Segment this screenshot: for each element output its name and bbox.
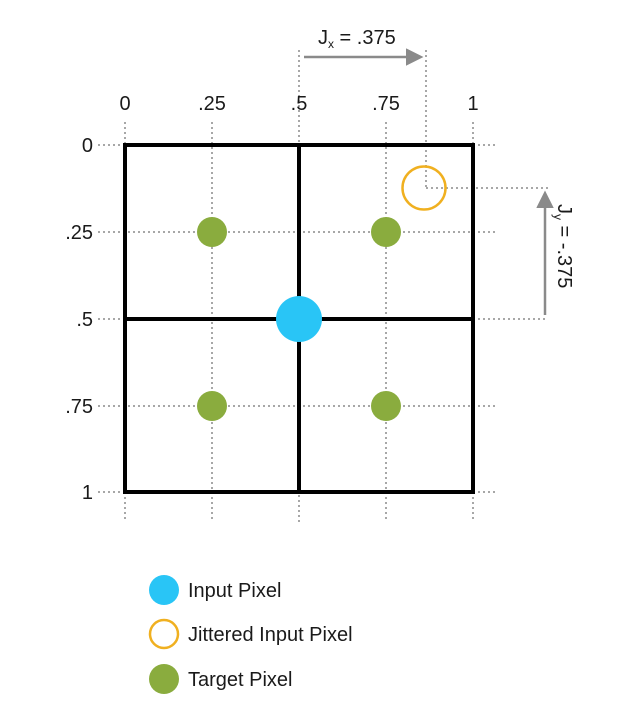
target-pixel bbox=[197, 217, 227, 247]
x-tick-label: 0 bbox=[119, 93, 130, 115]
legend-input-label: Input Pixel bbox=[188, 580, 281, 602]
legend: Input Pixel Jittered Input Pixel Target … bbox=[148, 575, 353, 694]
target-pixel bbox=[197, 391, 227, 421]
x-tick-label: .75 bbox=[372, 93, 400, 115]
legend-target-swatch bbox=[149, 664, 179, 694]
jitter-x-label: Jx = .375 bbox=[318, 27, 396, 51]
input-pixel bbox=[276, 296, 322, 342]
legend-target-label: Target Pixel bbox=[188, 669, 293, 691]
target-pixel bbox=[371, 391, 401, 421]
y-tick-label: .5 bbox=[76, 309, 93, 331]
y-tick-label: 0 bbox=[82, 135, 93, 157]
legend-input-swatch bbox=[149, 575, 179, 605]
target-pixel bbox=[371, 217, 401, 247]
y-tick-label: 1 bbox=[82, 482, 93, 504]
x-tick-labels: 0 .25 .5 .75 1 bbox=[119, 93, 478, 115]
x-tick-label: 1 bbox=[467, 93, 478, 115]
jitter-y-label: Jy = -.375 bbox=[551, 204, 575, 288]
dotted-guides bbox=[98, 50, 548, 522]
y-tick-labels: 0 .25 .5 .75 1 bbox=[65, 135, 93, 504]
x-tick-label: .25 bbox=[198, 93, 226, 115]
legend-jittered-label: Jittered Input Pixel bbox=[188, 624, 353, 646]
y-tick-label: .75 bbox=[65, 396, 93, 418]
y-tick-label: .25 bbox=[65, 222, 93, 244]
x-tick-label: .5 bbox=[291, 93, 308, 115]
legend-jittered-swatch bbox=[148, 618, 180, 650]
jittered-input-pixel bbox=[401, 165, 447, 211]
